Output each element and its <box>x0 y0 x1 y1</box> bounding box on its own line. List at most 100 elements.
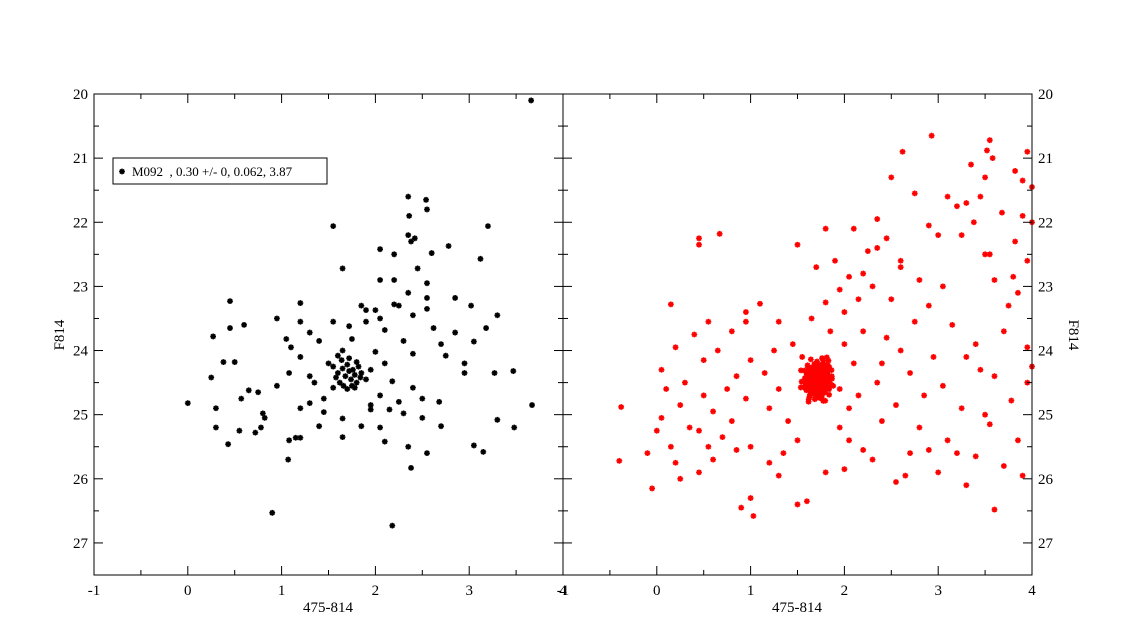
data-point <box>825 372 832 379</box>
data-point <box>935 232 942 238</box>
data-point <box>860 447 867 453</box>
data-point <box>815 373 822 379</box>
data-point <box>803 498 810 505</box>
data-point <box>452 329 459 336</box>
data-point <box>789 341 796 348</box>
data-point <box>344 386 351 392</box>
data-point <box>794 241 801 248</box>
data-point <box>377 277 383 283</box>
data-point <box>869 456 876 463</box>
data-point <box>358 370 365 376</box>
data-point <box>252 429 259 436</box>
data-point <box>367 366 374 373</box>
data-point <box>419 395 426 402</box>
data-point <box>391 277 398 283</box>
data-point <box>357 374 364 381</box>
data-point <box>811 396 818 403</box>
y-tick-label: 26 <box>1038 472 1054 488</box>
data-point <box>346 355 353 362</box>
data-point <box>461 360 468 367</box>
data-point <box>213 424 219 431</box>
data-point <box>991 373 998 380</box>
data-point <box>320 395 327 402</box>
data-point <box>794 437 801 444</box>
y-tick-label: 22 <box>1038 215 1053 231</box>
data-point <box>846 273 852 280</box>
data-point <box>288 344 294 351</box>
x-tick-label: 2 <box>841 583 849 599</box>
data-point <box>686 424 693 431</box>
data-point <box>807 368 814 374</box>
data-point <box>696 427 702 434</box>
data-point <box>468 302 474 309</box>
data-point <box>728 418 735 424</box>
data-point <box>208 374 215 381</box>
data-point <box>225 441 232 448</box>
y-tick-label: 25 <box>73 408 88 424</box>
data-point <box>747 357 754 364</box>
y-tick-label: 23 <box>1038 279 1053 295</box>
data-point <box>935 469 942 476</box>
data-point <box>644 450 651 457</box>
data-point <box>292 434 299 441</box>
data-point <box>710 456 716 463</box>
data-point <box>424 450 430 457</box>
x-tick-label: 0 <box>653 583 661 599</box>
data-point <box>897 257 904 264</box>
data-point <box>339 265 346 272</box>
data-point <box>274 315 280 322</box>
data-point <box>883 235 890 242</box>
data-point <box>818 392 825 399</box>
data-point <box>841 466 848 473</box>
data-point <box>750 513 757 519</box>
data-point <box>822 299 829 306</box>
data-point <box>400 410 407 417</box>
data-point <box>874 216 881 222</box>
data-point <box>879 418 885 424</box>
data-point <box>999 209 1005 216</box>
data-point <box>982 174 988 181</box>
data-point <box>658 414 665 421</box>
data-point <box>897 264 904 271</box>
data-point <box>869 283 876 290</box>
data-point <box>351 372 358 378</box>
data-point <box>766 459 773 466</box>
data-point <box>968 161 974 168</box>
data-point <box>311 379 318 386</box>
data-point <box>911 318 918 325</box>
right-point-layer <box>616 132 1035 519</box>
data-point <box>405 232 412 238</box>
data-point <box>274 382 280 389</box>
x-tick-label: -1 <box>88 583 101 599</box>
data-point <box>958 405 965 412</box>
data-point <box>339 434 346 441</box>
x-tick-label: 3 <box>465 583 473 599</box>
data-point <box>395 302 402 309</box>
data-point <box>1024 344 1031 351</box>
data-point <box>1015 437 1021 444</box>
data-point <box>297 354 304 360</box>
data-point <box>820 387 827 394</box>
data-point <box>696 235 702 242</box>
data-point <box>306 400 313 407</box>
data-point <box>893 402 899 408</box>
data-point <box>719 434 726 441</box>
data-point <box>958 232 965 238</box>
data-point <box>982 251 988 258</box>
data-point <box>377 424 383 431</box>
data-point <box>377 315 383 322</box>
data-point <box>814 385 821 392</box>
data-point <box>423 196 429 203</box>
data-point <box>1008 397 1015 404</box>
data-point <box>1012 238 1019 245</box>
legend: M092 , 0.30 +/- 0, 0.062, 3.87 <box>112 157 328 185</box>
data-point <box>757 300 763 307</box>
data-point <box>363 307 369 314</box>
data-point <box>841 341 848 348</box>
data-point <box>728 328 735 335</box>
data-point <box>691 331 698 338</box>
data-point <box>743 395 749 402</box>
data-point <box>860 328 867 335</box>
data-point <box>841 309 848 315</box>
